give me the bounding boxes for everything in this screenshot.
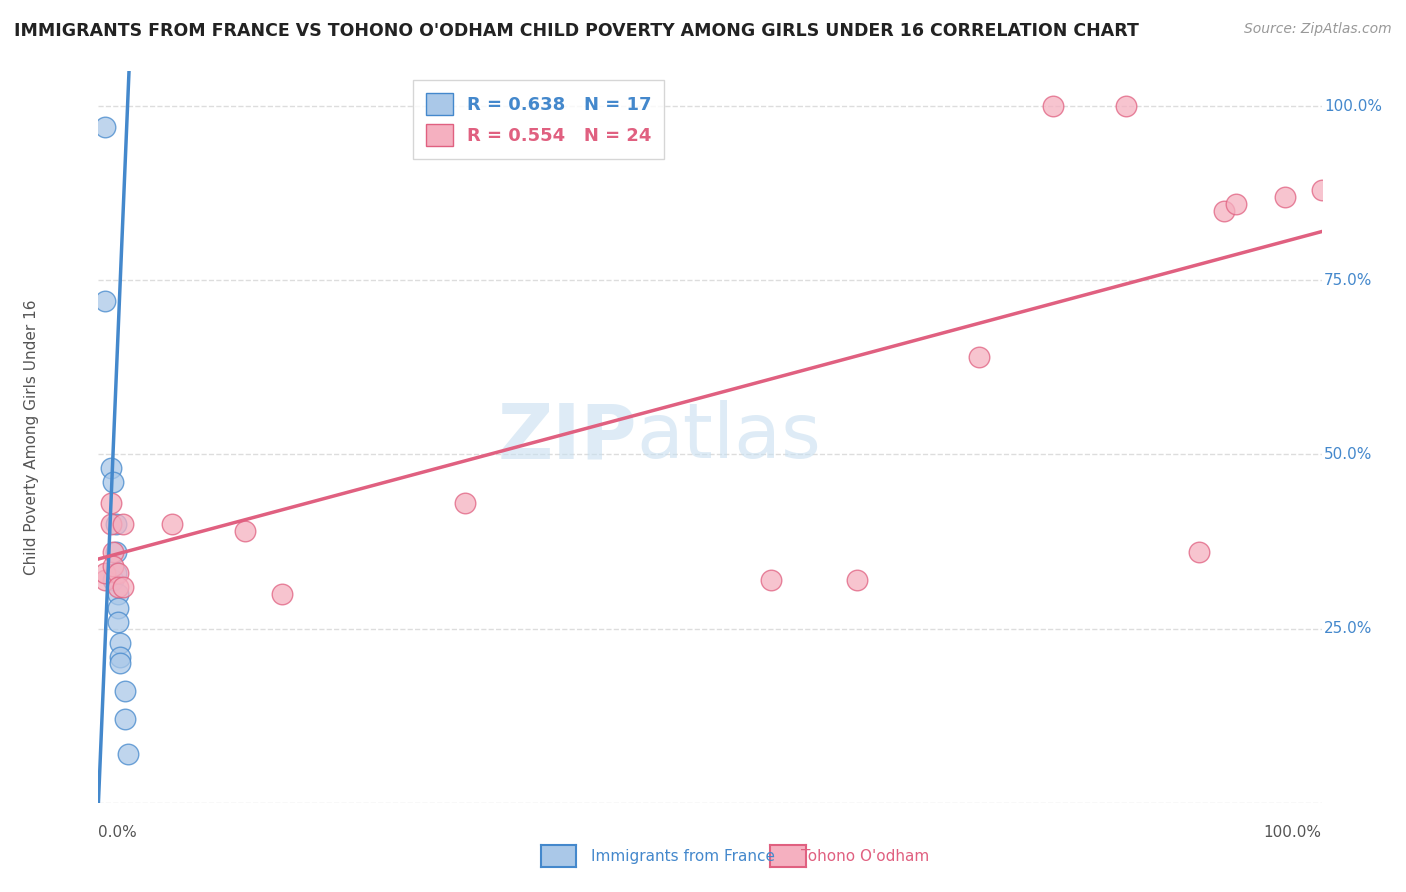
Point [454,496,477,510]
Point [761,573,783,587]
Point [1188,545,1211,559]
Text: ZIP: ZIP [498,401,637,474]
Text: Tohono O'odham: Tohono O'odham [801,849,929,863]
Point [93,566,115,580]
Point [93,573,115,587]
Point [117,747,139,761]
Point [93,120,115,134]
Point [111,517,134,532]
Text: IMMIGRANTS FROM FRANCE VS TOHONO O'ODHAM CHILD POVERTY AMONG GIRLS UNDER 16 CORR: IMMIGRANTS FROM FRANCE VS TOHONO O'ODHAM… [14,22,1139,40]
Text: 100.0%: 100.0% [1264,825,1322,840]
Text: 50.0%: 50.0% [1324,447,1372,462]
Text: atlas: atlas [637,401,821,474]
Point [1212,203,1234,218]
Point [233,524,256,538]
Point [107,587,129,601]
Point [110,649,132,664]
Point [160,517,183,532]
Point [110,635,132,649]
Point [114,684,136,698]
Text: Source: ZipAtlas.com: Source: ZipAtlas.com [1244,22,1392,37]
Point [101,573,124,587]
Point [114,712,136,726]
Point [111,580,134,594]
Point [100,517,122,532]
Point [100,461,122,475]
Text: 0.0%: 0.0% [98,825,138,840]
Point [93,294,115,309]
Text: Child Poverty Among Girls Under 16: Child Poverty Among Girls Under 16 [24,300,38,574]
Point [1274,190,1296,204]
Text: 75.0%: 75.0% [1324,273,1372,288]
Point [100,496,122,510]
Point [107,600,129,615]
Point [845,573,868,587]
Point [104,566,127,580]
Point [1225,196,1247,211]
Point [104,517,127,532]
Point [101,558,124,573]
Legend: R = 0.638   N = 17, R = 0.554   N = 24: R = 0.638 N = 17, R = 0.554 N = 24 [413,80,665,159]
Point [270,587,294,601]
Point [967,350,990,364]
Point [1310,183,1333,197]
Point [101,475,124,490]
Point [104,545,127,559]
Point [107,580,129,594]
Text: 25.0%: 25.0% [1324,621,1372,636]
Point [107,615,129,629]
Point [1115,99,1137,113]
Point [110,657,132,671]
Text: 100.0%: 100.0% [1324,99,1382,113]
Point [1042,99,1064,113]
Point [101,545,124,559]
Point [107,566,129,580]
Text: Immigrants from France: Immigrants from France [591,849,775,863]
